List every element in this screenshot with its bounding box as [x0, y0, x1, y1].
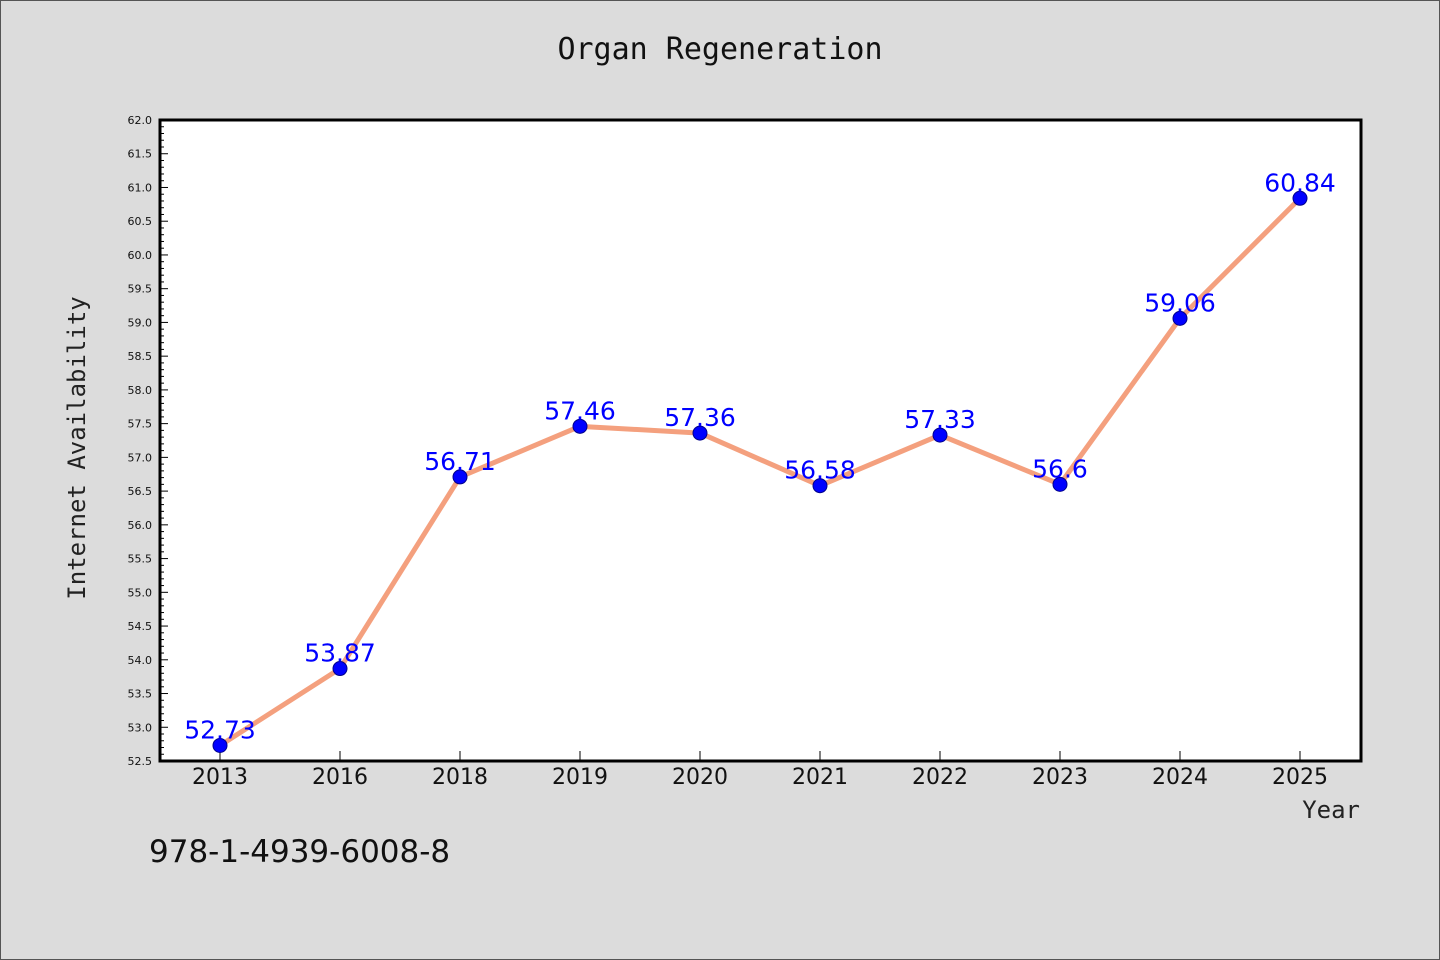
data-point	[692, 425, 708, 441]
data-label: 56.58	[784, 456, 856, 485]
data-point	[452, 469, 468, 485]
y-axis: 52.5 53.0 53.5 54.0 54.5 55.0 55.5 56.0 56.5 57.0…	[128, 114, 168, 768]
series-line	[217, 195, 1303, 748]
data-label: 56.71	[424, 447, 496, 476]
x-tick-label: 2018	[432, 765, 488, 790]
y-tick-label: 57.5	[128, 418, 153, 431]
y-tick-label: 58.0	[128, 384, 153, 397]
y-tick-label: 53.0	[128, 721, 153, 734]
y-tick-label: 57.0	[128, 451, 153, 464]
data-point	[1172, 310, 1188, 326]
x-tick-label: 2019	[552, 765, 608, 790]
y-tick-label: 55.0	[128, 586, 153, 599]
data-label: 53.87	[304, 639, 376, 668]
isbn-footnote: 978-1-4939-6008-8	[149, 834, 451, 870]
data-label: 59.06	[1144, 288, 1216, 317]
y-tick-label: 55.5	[128, 553, 153, 566]
y-tick-label: 60.5	[128, 215, 153, 228]
y-tick-label: 62.0	[128, 114, 153, 127]
x-tick-label: 2024	[1152, 765, 1208, 790]
y-tick-label: 56.0	[128, 519, 153, 532]
y-tick-label: 59.0	[128, 316, 153, 329]
x-tick-label: 2023	[1032, 765, 1088, 790]
y-tick-label: 61.0	[128, 181, 153, 194]
y-tick-label: 58.5	[128, 350, 153, 363]
data-point	[572, 418, 588, 434]
x-tick-label: 2025	[1272, 765, 1328, 790]
data-label: 57.36	[664, 403, 736, 432]
data-point	[932, 427, 948, 443]
data-point	[212, 737, 228, 753]
y-tick-label: 59.5	[128, 283, 153, 296]
y-tick-label: 56.5	[128, 485, 153, 498]
plot-area	[158, 118, 1363, 763]
data-label: 56.6	[1032, 454, 1088, 483]
y-tick-label: 53.5	[128, 688, 153, 701]
x-tick-label: 2016	[312, 765, 368, 790]
data-point	[1052, 476, 1068, 492]
chart-title: Organ Regeneration	[557, 32, 883, 67]
data-label: 60.84	[1264, 168, 1336, 197]
y-tick-label: 60.0	[128, 249, 153, 262]
data-labels: 52.73 53.87 56.71 57.46 57.36 56.58 57.33 56.6 5…	[184, 168, 1336, 744]
x-tick-label: 2013	[192, 765, 248, 790]
x-tick-label: 2020	[672, 765, 728, 790]
data-point	[332, 661, 348, 677]
x-tick-label: 2021	[792, 765, 848, 790]
data-point	[812, 478, 828, 494]
y-tick-label: 52.5	[128, 755, 153, 768]
data-label: 57.33	[904, 405, 976, 434]
y-tick-label: 61.5	[128, 148, 153, 161]
y-tick-label: 54.5	[128, 620, 153, 633]
series-markers	[212, 190, 1308, 753]
x-tick-label: 2022	[912, 765, 968, 790]
y-tick-label: 54.0	[128, 654, 153, 667]
data-point	[1292, 190, 1308, 206]
data-label: 57.46	[544, 396, 616, 425]
data-label: 52.73	[184, 715, 256, 744]
x-axis-label: Year	[1302, 796, 1360, 824]
x-axis: 2013 2016 2018 2019 2020 2021 2022 2023 2024 2025	[192, 751, 1328, 790]
